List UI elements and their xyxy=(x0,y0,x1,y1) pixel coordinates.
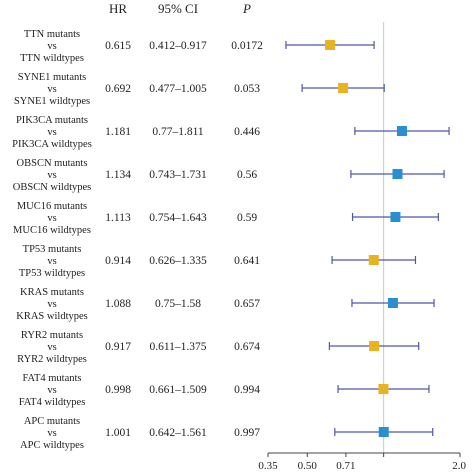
x-tick-label: 0.50 xyxy=(298,460,318,472)
row-label-mutants: KRAS mutants xyxy=(20,287,84,298)
hr-marker xyxy=(378,384,389,394)
row-label-vs: vs xyxy=(47,299,56,310)
ci-value: 0.626–1.335 xyxy=(149,255,207,267)
hr-value: 1.001 xyxy=(105,427,131,439)
row-label-wildtypes: FAT4 wildtypes xyxy=(19,397,86,408)
ci-value: 0.412–0.917 xyxy=(149,40,207,52)
p-value: 0.446 xyxy=(234,126,260,138)
row-label-wildtypes: RYR2 wildtypes xyxy=(17,354,87,365)
hr-value: 0.917 xyxy=(105,341,131,353)
row-label-mutants: SYNE1 mutants xyxy=(18,72,87,83)
hr-marker xyxy=(368,255,379,265)
row-label-mutants: TP53 mutants xyxy=(23,244,82,255)
hr-marker xyxy=(369,341,380,351)
ci-value: 0.661–1.509 xyxy=(149,384,207,396)
ci-value: 0.611–1.375 xyxy=(149,341,206,353)
row-label-vs: vs xyxy=(47,213,56,224)
row-label-vs: vs xyxy=(47,84,56,95)
row-label-vs: vs xyxy=(47,342,56,353)
row-label-wildtypes: OBSCN wildtypes xyxy=(13,182,91,193)
row-label-wildtypes: SYNE1 wildtypes xyxy=(14,96,90,107)
x-axis: 0.35 0.50 0.71 2.0 xyxy=(258,452,467,472)
header-hr: HR xyxy=(109,1,127,16)
header-p: P xyxy=(242,1,251,16)
hr-marker xyxy=(392,169,403,179)
row-label-mutants: OBSCN mutants xyxy=(17,158,88,169)
hr-marker xyxy=(325,40,336,50)
hr-value: 0.998 xyxy=(105,384,131,396)
p-value: 0.641 xyxy=(234,255,260,267)
row-label-mutants: PIK3CA mutants xyxy=(16,115,88,126)
hr-marker xyxy=(396,126,407,136)
hr-value: 0.615 xyxy=(105,40,131,52)
hr-value: 0.914 xyxy=(105,255,131,267)
p-value: 0.994 xyxy=(234,384,260,396)
hr-value: 1.113 xyxy=(105,212,131,224)
ci-value: 0.77–1.811 xyxy=(152,126,204,138)
ci-value: 0.754–1.643 xyxy=(149,212,207,224)
row-label-mutants: FAT4 mutants xyxy=(22,373,81,384)
row-label-wildtypes: APC wildtypes xyxy=(20,440,84,451)
row-label-vs: vs xyxy=(47,127,56,138)
p-value: 0.59 xyxy=(237,212,257,224)
row-label-mutants: MUC16 mutants xyxy=(17,201,87,212)
p-value: 0.674 xyxy=(234,341,260,353)
ci-value: 0.75–1.58 xyxy=(155,298,201,310)
row-label-mutants: APC mutants xyxy=(24,416,80,427)
row-label-mutants: TTN mutants xyxy=(24,29,80,40)
hr-marker xyxy=(338,83,349,93)
p-value: 0.997 xyxy=(234,427,260,439)
x-tick-label: 2.0 xyxy=(452,460,466,472)
ci-value: 0.477–1.005 xyxy=(149,83,207,95)
hr-marker xyxy=(387,298,398,308)
p-value: 0.657 xyxy=(234,298,260,310)
hr-value: 1.088 xyxy=(105,298,131,310)
hr-marker xyxy=(378,427,389,437)
x-tick-label: 0.35 xyxy=(258,460,278,472)
ci-value: 0.642–1.561 xyxy=(149,427,207,439)
hr-marker xyxy=(390,212,401,222)
x-tick-label: 0.71 xyxy=(336,460,355,472)
ci-value: 0.743–1.731 xyxy=(149,169,207,181)
p-value: 0.56 xyxy=(237,169,257,181)
row-label-wildtypes: TTN wildtypes xyxy=(20,53,84,64)
hr-value: 1.181 xyxy=(105,126,131,138)
row-label-wildtypes: PIK3CA wildtypes xyxy=(12,139,92,150)
p-value: 0.0172 xyxy=(231,40,263,52)
row-label-vs: vs xyxy=(47,428,56,439)
row-label-wildtypes: KRAS wildtypes xyxy=(16,311,87,322)
p-value: 0.053 xyxy=(234,83,260,95)
row-label-vs: vs xyxy=(47,170,56,181)
row-label-mutants: RYR2 mutants xyxy=(21,330,83,341)
row-label-wildtypes: MUC16 wildtypes xyxy=(13,225,91,236)
row-label-vs: vs xyxy=(47,256,56,267)
row-label-wildtypes: TP53 wildtypes xyxy=(19,268,85,279)
row-label-vs: vs xyxy=(47,41,56,52)
hr-value: 0.692 xyxy=(105,83,131,95)
row-label-vs: vs xyxy=(47,385,56,396)
hr-value: 1.134 xyxy=(105,169,131,181)
header-ci: 95% CI xyxy=(158,1,198,16)
